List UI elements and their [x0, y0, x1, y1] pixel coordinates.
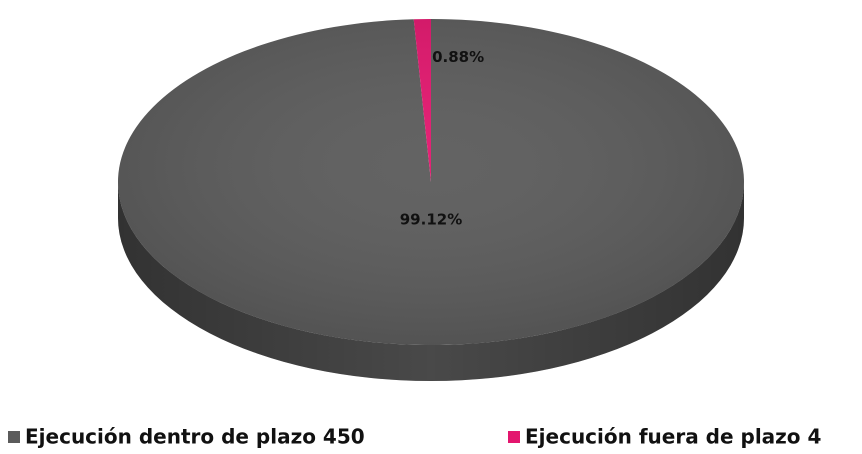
legend-label: Ejecución dentro de plazo 450: [25, 425, 365, 449]
data-label: 99.12%: [400, 211, 462, 229]
legend-swatch: [8, 431, 20, 443]
legend-label: Ejecución fuera de plazo 4: [525, 425, 821, 449]
legend-swatch: [508, 431, 520, 443]
pie-top-shade: [118, 19, 744, 345]
data-label: 0.88%: [432, 48, 484, 66]
pie-side-shade: [118, 182, 744, 381]
